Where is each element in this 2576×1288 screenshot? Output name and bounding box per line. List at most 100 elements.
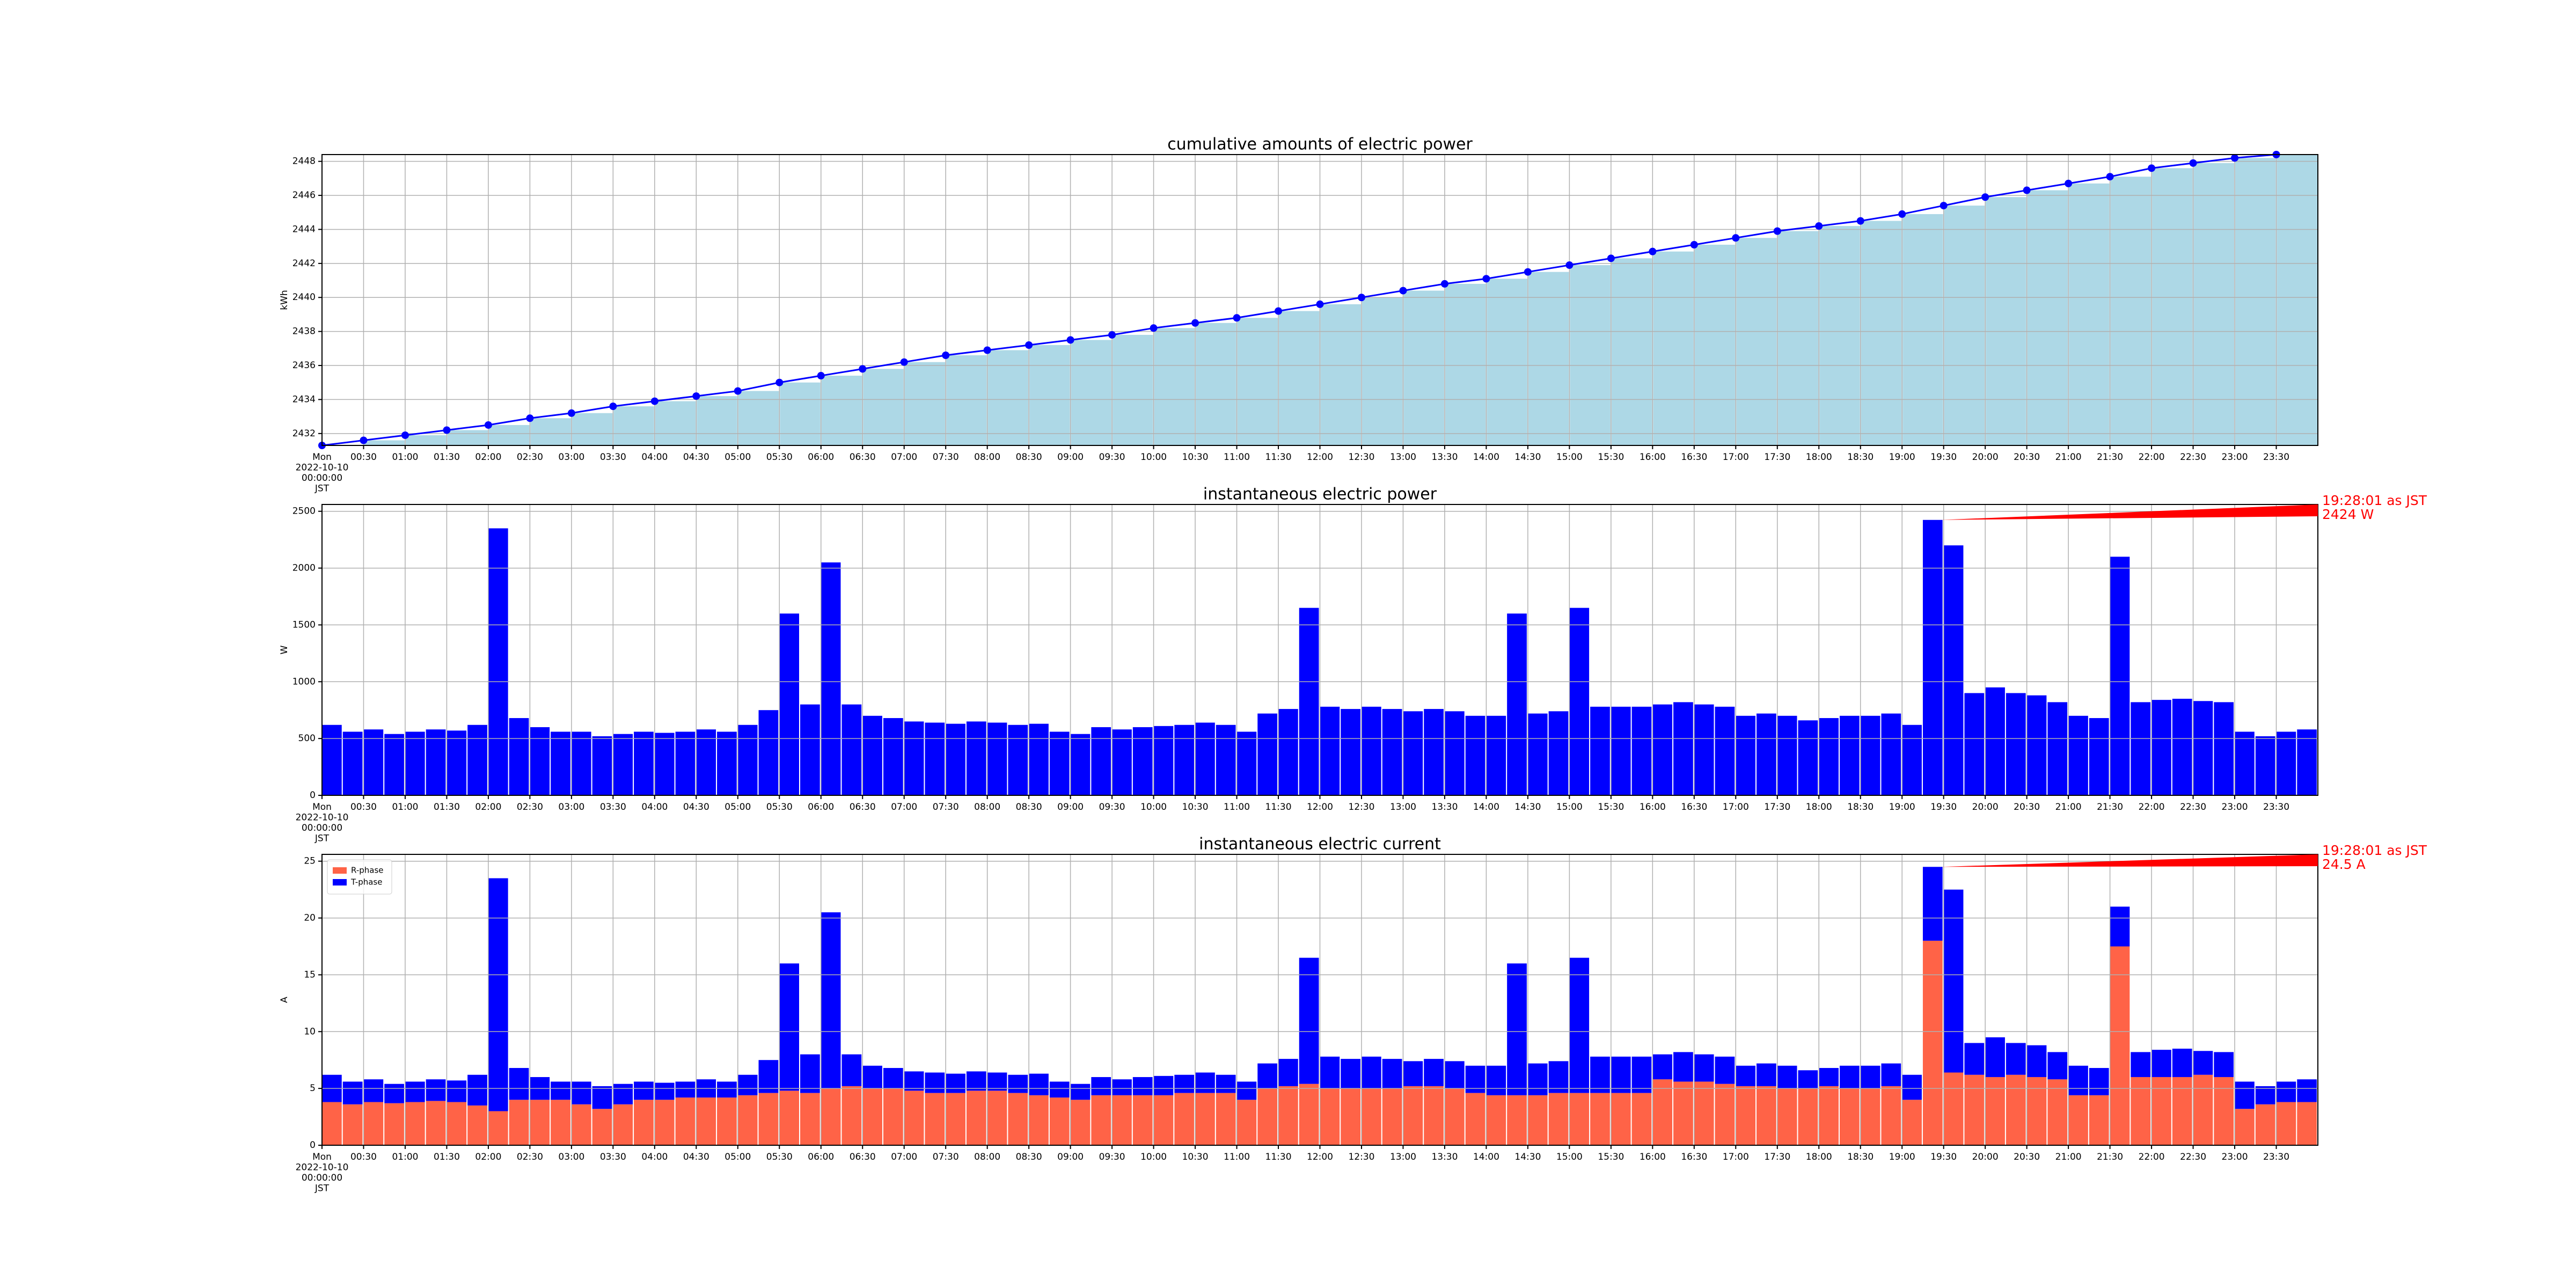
y-tick-label: 15 <box>304 969 316 980</box>
y-tick-label: 2436 <box>292 360 316 371</box>
bar <box>1195 722 1215 795</box>
bar-segment <box>1091 1095 1111 1145</box>
bar-segment <box>1320 1088 1340 1145</box>
area-step <box>738 391 779 445</box>
bar <box>2297 729 2317 795</box>
bar-segment <box>2172 1077 2192 1145</box>
bar-segment <box>1507 1095 1527 1145</box>
x-tick-label-line: 2022-10-10 <box>296 463 349 473</box>
x-tick-label: 17:00 <box>1723 1152 1749 1162</box>
bar <box>821 562 841 795</box>
bar-segment <box>1985 1077 2005 1145</box>
bar <box>2110 557 2130 795</box>
bar <box>1652 704 1673 795</box>
bar-segment <box>1382 1059 1402 1089</box>
x-tick-label-line: Mon <box>312 802 332 813</box>
x-tick-label: 07:30 <box>933 452 959 463</box>
x-tick-label: 01:30 <box>434 452 460 463</box>
bar <box>1236 731 1257 795</box>
x-tick-label: 12:00 <box>1307 1152 1333 1162</box>
bar-segment <box>1132 1095 1153 1145</box>
bar <box>1902 724 1922 795</box>
bar <box>1839 715 1860 795</box>
x-tick-label: 21:00 <box>2055 452 2082 463</box>
annotation-text: 19:28:01 as JST <box>2322 843 2427 858</box>
bar <box>1631 706 1652 795</box>
bar <box>1341 709 1360 795</box>
bar-segment <box>1839 1088 1860 1145</box>
bar <box>2131 702 2151 795</box>
bar <box>800 704 820 795</box>
bar-segment <box>1486 1065 1506 1095</box>
area-step <box>1071 340 1112 445</box>
bar-segment <box>904 1071 924 1091</box>
bar-segment <box>1465 1093 1485 1145</box>
bar-segment <box>1673 1052 1693 1082</box>
bar-segment <box>342 1081 363 1104</box>
marker <box>1524 268 1532 276</box>
y-tick-label: 2444 <box>292 224 316 235</box>
bar-segment <box>841 1054 862 1086</box>
legend-label: T-phase <box>350 877 382 887</box>
bar-segment <box>800 1093 820 1145</box>
area-step <box>1528 272 1569 445</box>
x-tick-label: 16:30 <box>1681 452 1707 463</box>
bar-segment <box>883 1068 903 1089</box>
bar-segment <box>322 1102 342 1145</box>
x-tick-label: 18:30 <box>1847 802 1874 813</box>
area-step <box>1487 279 1527 445</box>
bar-segment <box>1673 1081 1693 1145</box>
bar-segment <box>1153 1095 1174 1145</box>
area-step <box>946 355 987 445</box>
bar-segment <box>654 1100 675 1145</box>
x-tick-label: 06:30 <box>850 802 876 813</box>
x-tick-label: 07:30 <box>933 802 959 813</box>
area-step <box>447 430 488 445</box>
marker <box>567 409 575 417</box>
bar <box>488 528 508 795</box>
x-tick-label: 12:30 <box>1348 802 1374 813</box>
x-tick-label: 02:30 <box>517 1152 543 1162</box>
bar-segment <box>675 1097 696 1145</box>
bar-segment <box>2006 1074 2026 1145</box>
x-tick-label: 20:00 <box>1972 1152 1999 1162</box>
bar <box>1777 715 1797 795</box>
bar <box>634 731 654 795</box>
bar-segment <box>1070 1084 1091 1100</box>
bar-segment <box>779 1091 800 1145</box>
bar <box>1527 713 1548 795</box>
x-tick-label: 15:30 <box>1598 1152 1624 1162</box>
marker <box>2023 186 2031 194</box>
marker <box>1732 234 1740 242</box>
area-step <box>364 440 405 445</box>
bar <box>758 710 779 795</box>
x-tick-label: 04:00 <box>641 452 668 463</box>
bar-segment <box>1611 1056 1631 1093</box>
legend: R-phase T-phase <box>327 859 392 895</box>
area-step <box>780 382 821 445</box>
bar-segment <box>1652 1054 1673 1080</box>
x-tick-label: 07:00 <box>891 452 917 463</box>
x-tick-label: 07:30 <box>933 1152 959 1162</box>
area-step <box>1611 258 1652 445</box>
x-tick-label: 16:00 <box>1640 452 1666 463</box>
grid <box>321 854 2318 1146</box>
annotation-text: 2424 W <box>2322 507 2374 522</box>
x-tick-label: 17:30 <box>1764 1152 1790 1162</box>
bar-segment <box>1299 957 1319 1084</box>
bar-segment <box>883 1088 903 1145</box>
bar <box>1486 715 1506 795</box>
bar-segment <box>1922 940 1943 1145</box>
bar-segment <box>1798 1088 1818 1145</box>
bar-segment <box>384 1103 404 1145</box>
bar-segment <box>1860 1065 1880 1089</box>
bar <box>592 736 612 795</box>
bar-segment <box>1652 1079 1673 1145</box>
area-step <box>1279 311 1320 445</box>
bar-segment <box>447 1080 467 1102</box>
bar <box>1153 726 1174 795</box>
x-tick-label: 19:30 <box>1930 452 1957 463</box>
marker <box>2189 159 2197 167</box>
